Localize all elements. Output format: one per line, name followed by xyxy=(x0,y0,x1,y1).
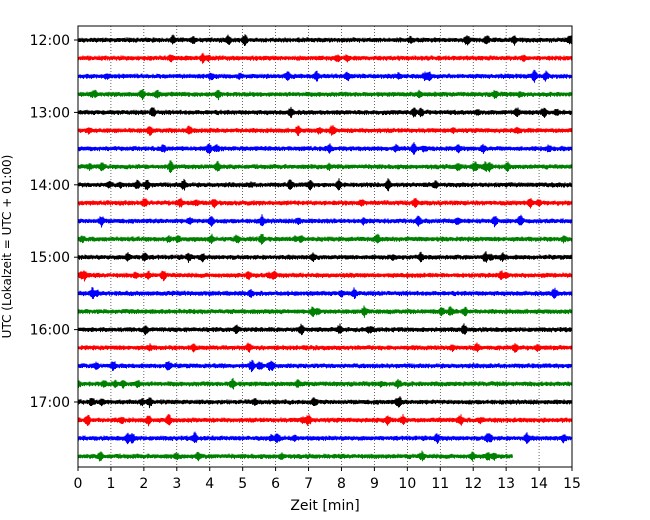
x-tick-label: 1 xyxy=(106,476,115,492)
seismic-trace xyxy=(77,34,573,47)
x-axis-ticks: 0 1 2 3 4 5 6 7 8 9 10 11 12 13 14 15 xyxy=(74,467,581,492)
y-tick-label: 15:00 xyxy=(30,250,70,266)
seismic-trace xyxy=(77,431,573,445)
y-axis-label: UTC (Lokalzeit = UTC + 01:00) xyxy=(0,155,14,339)
x-tick-label: 9 xyxy=(370,476,379,492)
x-tick-label: 5 xyxy=(238,476,247,492)
x-tick-label: 3 xyxy=(172,476,181,492)
x-tick-label: 15 xyxy=(563,476,581,492)
seismic-trace xyxy=(77,88,573,101)
x-axis-label: Zeit [min] xyxy=(290,498,359,514)
seismic-trace xyxy=(77,450,513,462)
plot-frame xyxy=(77,25,573,468)
y-tick-label: 14:00 xyxy=(30,178,70,194)
seismic-trace xyxy=(77,142,573,155)
x-tick-label: 7 xyxy=(304,476,313,492)
seismic-trace xyxy=(77,69,573,83)
x-tick-label: 14 xyxy=(530,476,548,492)
y-axis-ticks: 12:00 13:00 14:00 15:00 16:00 17:00 xyxy=(30,33,78,411)
x-tick-label: 12 xyxy=(464,476,482,492)
x-tick-label: 11 xyxy=(431,476,449,492)
seismic-trace xyxy=(77,342,573,353)
seismic-trace xyxy=(77,305,573,318)
seismic-trace xyxy=(77,396,573,409)
seismic-trace xyxy=(77,323,573,336)
seismic-trace xyxy=(77,251,573,263)
seismic-trace xyxy=(77,233,573,245)
y-tick-label: 16:00 xyxy=(30,323,70,339)
seismic-trace xyxy=(77,160,573,173)
seismic-trace xyxy=(77,359,573,373)
seismic-trace xyxy=(77,214,573,228)
seismic-trace xyxy=(77,178,573,192)
y-tick-label: 13:00 xyxy=(30,105,70,121)
x-tick-label: 2 xyxy=(139,476,148,492)
seismic-trace xyxy=(77,287,573,300)
x-tick-label: 0 xyxy=(74,476,83,492)
seismic-trace xyxy=(77,124,573,137)
x-tick-label: 4 xyxy=(205,476,214,492)
x-tick-label: 10 xyxy=(398,476,416,492)
x-tick-label: 8 xyxy=(337,476,346,492)
seismic-trace xyxy=(77,197,573,209)
y-tick-label: 17:00 xyxy=(30,395,70,411)
x-tick-label: 13 xyxy=(497,476,515,492)
seismic-trace xyxy=(77,106,573,118)
seismic-trace xyxy=(77,413,573,427)
y-tick-label: 12:00 xyxy=(30,33,70,49)
x-tick-label: 6 xyxy=(271,476,280,492)
seismic-trace xyxy=(77,52,573,64)
seismic-traces xyxy=(77,34,573,462)
seismic-trace xyxy=(77,377,573,390)
seismic-trace xyxy=(77,270,573,282)
